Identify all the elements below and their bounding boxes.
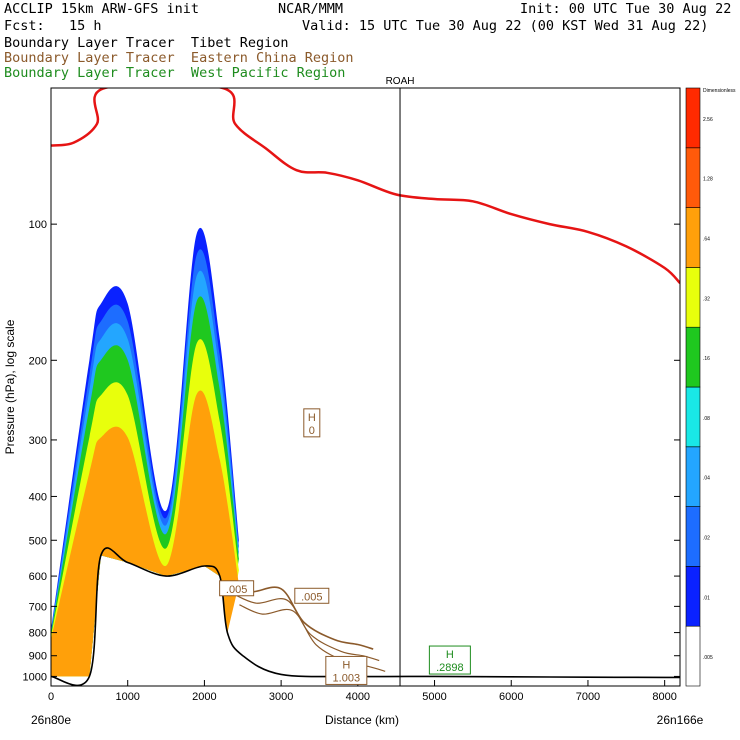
x-tick-label: 3000 <box>269 691 293 703</box>
y-tick-label: 800 <box>29 628 47 640</box>
high-marker-box <box>428 645 471 675</box>
line-series-0 <box>51 88 680 285</box>
series-eastern-china-region-ring-1 <box>239 604 386 672</box>
x-tick-label: 7000 <box>576 691 600 703</box>
x-tick-label: 6000 <box>499 691 523 703</box>
line-series <box>51 88 680 686</box>
axes: 0 1000 2000 3000 4000 5000 6000 7000 80001002003… <box>23 219 680 703</box>
high-marker-value: 1.003 <box>333 672 361 684</box>
colorbar-level-label: .005 <box>703 655 713 661</box>
x-tick-label: 5000 <box>422 691 446 703</box>
valid-time: Valid: 15 UTC Tue 30 Aug 22 (00 KST Wed … <box>302 18 709 34</box>
model-name: ACCLIP 15km ARW-GFS init <box>4 1 200 17</box>
x-tick-label: 8000 <box>652 691 676 703</box>
y-tick-label: 100 <box>29 219 47 231</box>
colorbar-segment <box>685 446 701 507</box>
colorbar-level-label: .64 <box>703 237 710 243</box>
tracer-label-west-pacific: Boundary Layer Tracer West Pacific Regio… <box>4 65 346 81</box>
colorbar-segment <box>685 326 701 388</box>
contour-label-box <box>294 587 330 604</box>
y-tick-label: 1000 <box>23 671 47 683</box>
high-marker-value: 0 <box>309 425 315 437</box>
colorbar-segment <box>685 267 701 328</box>
y-tick-label: 200 <box>29 355 47 367</box>
plot-frame <box>50 87 681 687</box>
y-tick-label: 400 <box>29 491 47 503</box>
x-tick-label: 0 <box>48 691 54 703</box>
colorbar-level-label: .32 <box>703 296 710 302</box>
colorbar-level-label: .04 <box>703 476 710 482</box>
line-series-1 <box>51 547 680 686</box>
y-tick-label: 600 <box>29 571 47 583</box>
y-tick-label: 700 <box>29 601 47 613</box>
x-axis-label: Distance (km) <box>325 713 399 727</box>
series-eastern-china-region-ring-0 <box>233 593 380 662</box>
colorbar-segment <box>685 147 701 208</box>
colorbar-level-label: 2.56 <box>703 117 713 123</box>
colorbar-level-label: .02 <box>703 536 710 542</box>
colorbar-segment <box>685 566 701 627</box>
high-marker-box <box>303 408 321 438</box>
colorbar-title: Dimensionless <box>703 88 736 94</box>
organization: NCAR/MMM <box>278 1 344 17</box>
y-axis-label: Pressure (hPa), log scale <box>3 319 17 454</box>
colorbar: .005 .01 .02 .04 .08 .16 .32 .64 1.28 2.56 Dimensi… <box>685 87 736 687</box>
colorbar-segment <box>685 87 701 149</box>
y-tick-label: 500 <box>29 535 47 547</box>
colorbar-segment <box>685 207 701 268</box>
x-tick-label: 2000 <box>192 691 216 703</box>
tracer-label-tibet: Boundary Layer Tracer Tibet Region <box>4 35 289 51</box>
y-tick-label: 300 <box>29 435 47 447</box>
x-axis-left-endpoint: 26n80e <box>31 713 71 727</box>
colorbar-level-label: 1.28 <box>703 177 713 183</box>
contour-label: .005 <box>226 584 247 596</box>
forecast-hour: Fcst: 15 h <box>4 18 102 34</box>
colorbar-level-label: .16 <box>703 356 710 362</box>
high-marker-letter: H <box>446 649 454 661</box>
high-marker-box <box>325 655 368 685</box>
init-time: Init: 00 UTC Tue 30 Aug 22 <box>520 1 732 17</box>
contour-label-box <box>219 580 255 597</box>
colorbar-segment <box>685 386 701 448</box>
colorbar-segment <box>685 625 701 687</box>
reference-line-label: ROAH <box>386 76 415 87</box>
contour-label: .005 <box>301 591 322 603</box>
colorbar-level-label: .01 <box>703 595 710 601</box>
x-tick-label: 1000 <box>115 691 139 703</box>
high-marker-letter: H <box>342 659 350 671</box>
colorbar-level-label: .08 <box>703 416 710 422</box>
x-tick-label: 4000 <box>346 691 370 703</box>
x-axis-right-endpoint: 26n166e <box>657 713 704 727</box>
tracer-label-eastern-china: Boundary Layer Tracer Eastern China Regi… <box>4 50 354 66</box>
high-marker-letter: H <box>308 412 316 424</box>
y-tick-label: 900 <box>29 651 47 663</box>
high-marker-value: .2898 <box>436 662 464 674</box>
tracer-band-5 <box>51 390 239 677</box>
colorbar-segment <box>685 506 701 567</box>
tracer-filled-contours <box>51 227 239 677</box>
